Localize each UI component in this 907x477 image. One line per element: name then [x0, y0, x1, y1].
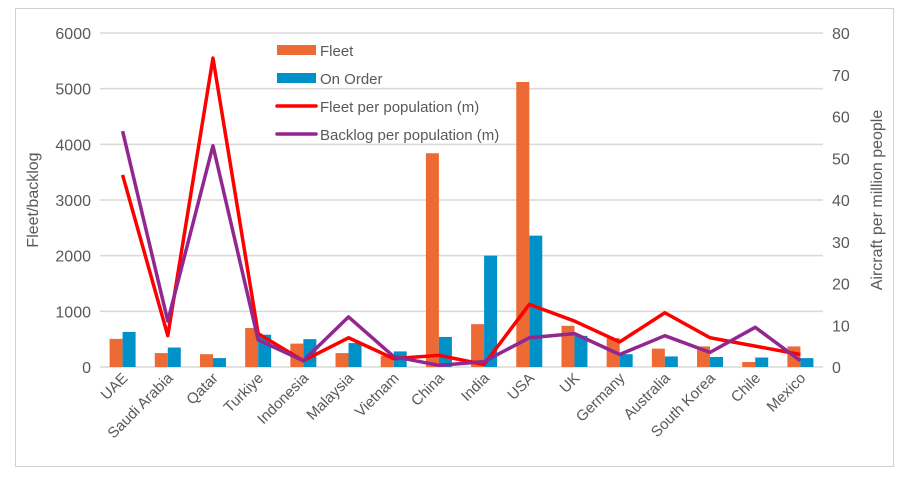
x-tick-label: Malaysia [303, 369, 357, 423]
bar-fleet [471, 324, 485, 367]
x-tick-label: USA [504, 370, 538, 404]
legend-swatch [277, 73, 316, 83]
bar-on-order [664, 356, 678, 367]
y-tick-label: 4000 [55, 137, 91, 154]
bar-on-order [800, 358, 814, 367]
y2-tick-label: 30 [832, 235, 850, 252]
legend-swatch [277, 45, 316, 55]
y2-tick-label: 20 [832, 277, 850, 294]
bar-on-order [529, 235, 543, 367]
y2-axis-title: Aircraft per million people [869, 110, 886, 291]
bar-on-order [755, 357, 769, 367]
x-tick-label: India [458, 369, 493, 404]
y2-tick-label: 40 [832, 193, 850, 210]
legend-label: On Order [320, 71, 383, 88]
legend-label: Fleet per population (m) [320, 99, 479, 116]
bar-fleet [380, 355, 394, 367]
line-fleet-per-population-m- [120, 56, 801, 367]
y2-tick-label: 0 [832, 360, 841, 377]
bar-on-order [348, 343, 362, 367]
x-tick-label: China [408, 369, 448, 409]
bar-fleet [651, 348, 665, 367]
bar-fleet [154, 353, 168, 367]
x-tick-label: UAE [98, 370, 132, 404]
bar-on-order [574, 335, 588, 367]
y2-tick-label: 50 [832, 151, 850, 168]
chart-frame [15, 8, 894, 467]
bar-on-order [710, 356, 724, 367]
y-tick-label: 0 [82, 360, 91, 377]
x-tick-label: Vietnam [352, 370, 403, 421]
y2-tick-label: 60 [832, 110, 850, 127]
bar-fleet [516, 81, 530, 367]
bar-on-order [167, 347, 181, 367]
legend-label: Fleet [320, 43, 354, 60]
x-tick-label: Chile [728, 370, 764, 406]
y2-tick-label: 80 [832, 26, 850, 43]
x-tick-label: UK [557, 370, 584, 397]
y-tick-label: 2000 [55, 249, 91, 266]
y-tick-label: 6000 [55, 26, 91, 43]
y-axis-title: Fleet/backlog [25, 152, 42, 247]
y2-tick-label: 10 [832, 318, 850, 335]
bar-fleet [425, 153, 439, 367]
bar-fleet [199, 354, 213, 367]
bar-on-order [212, 358, 226, 367]
bar-fleet [109, 338, 123, 367]
bar-fleet [335, 353, 349, 367]
line-backlog-per-population-m- [120, 130, 802, 368]
y2-tick-label: 70 [832, 68, 850, 85]
x-tick-label: Qatar [183, 370, 222, 409]
bar-on-order [122, 331, 136, 367]
bar-fleet [561, 325, 575, 367]
bar-fleet [742, 361, 756, 367]
y-tick-label: 1000 [55, 304, 91, 321]
y-tick-label: 5000 [55, 82, 91, 99]
x-tick-label: Germany [573, 369, 629, 425]
y-tick-label: 3000 [55, 193, 91, 210]
bar-on-order [438, 336, 452, 367]
x-tick-label: Mexico [764, 370, 810, 416]
bar-fleet [245, 328, 259, 367]
bar-on-order [484, 255, 498, 367]
bar-on-order [619, 354, 633, 367]
legend-label: Backlog per population (m) [320, 127, 499, 144]
